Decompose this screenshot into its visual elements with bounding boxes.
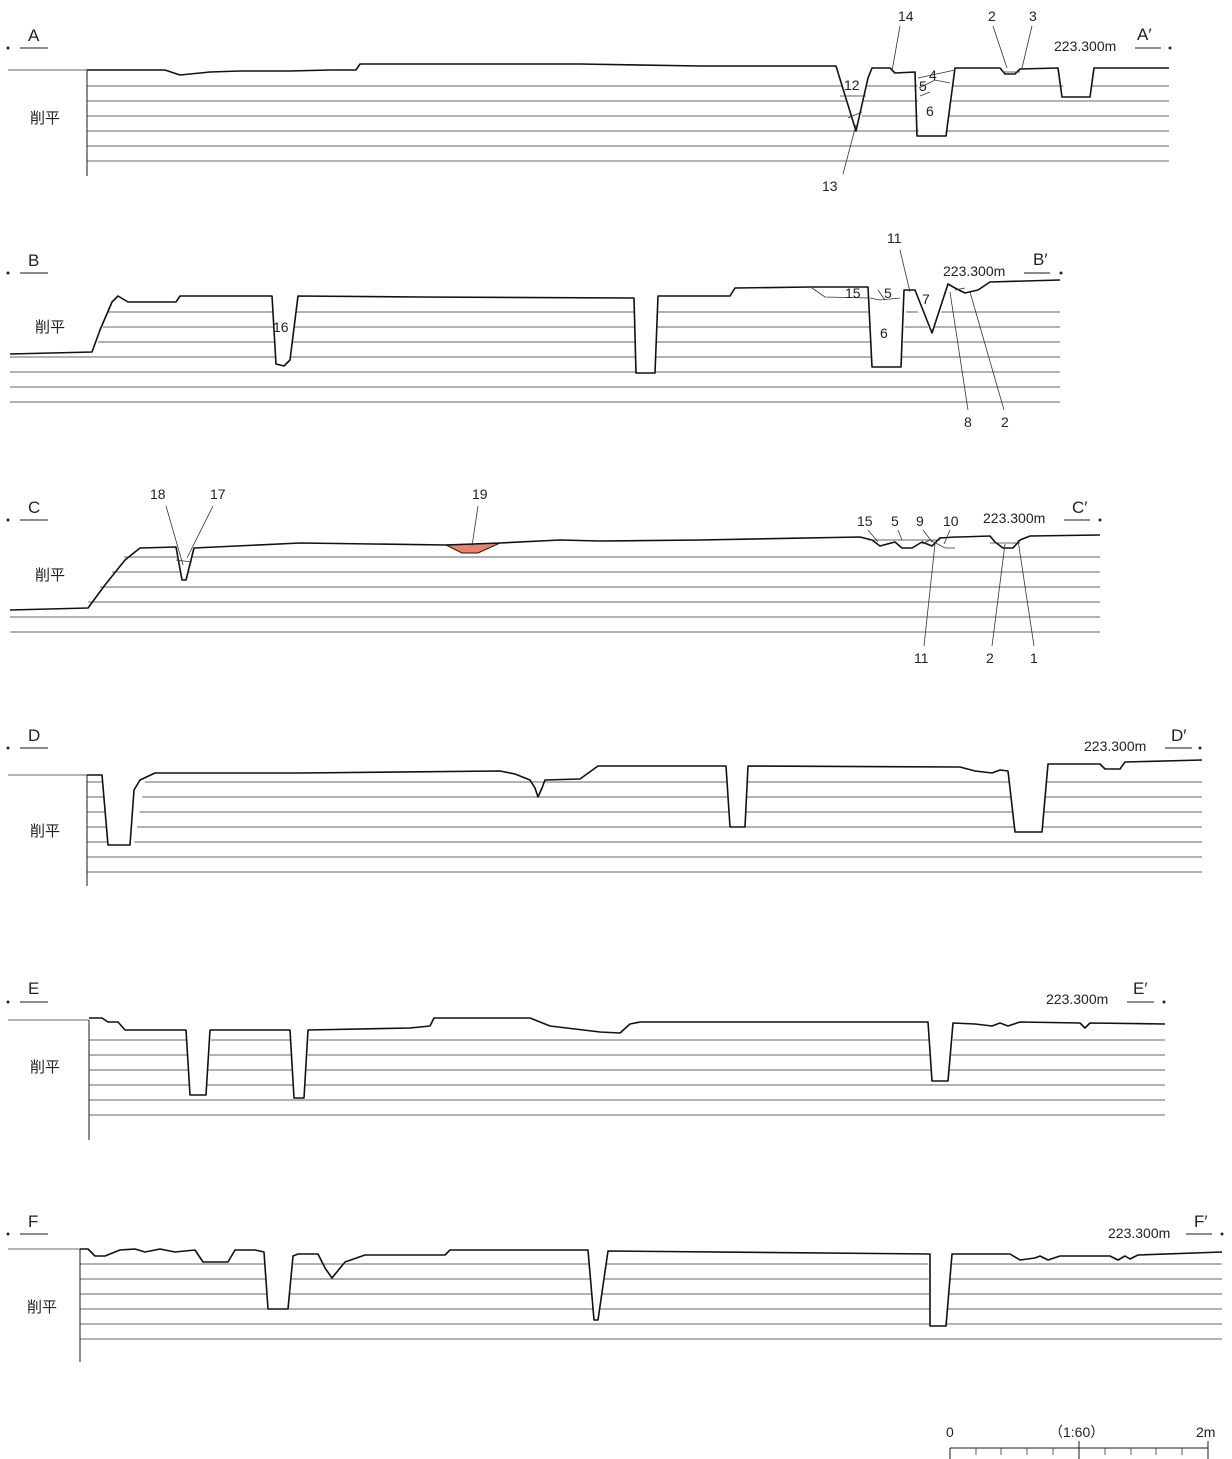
shaved-note: 削平 [30,110,60,127]
label-profiles-3-elevation: 223.300m [1084,738,1146,754]
label-profiles-0-elevation: 223.300m [1054,38,1116,54]
label-profiles-5-end: F′ [1194,1212,1208,1231]
label-profiles-2-numbers-0: 18 [150,486,166,502]
label-profiles-1-side_note: 削平 [35,319,65,336]
label-profiles-1-numbers-7: 2 [1001,414,1009,430]
label-profiles-3-end: D′ [1171,726,1186,745]
section-c-end-marker: 223.300m C′ [983,498,1102,526]
section-c-ground-line [9,534,1101,611]
section-a-numbers: 14 2 3 12 4 5 6 13 [822,8,1037,194]
section-f: F 223.300m F′ 削平 [6,1212,1224,1362]
label-profiles-2-numbers-4: 5 [891,513,899,529]
section-c-layer-lines [175,539,1020,563]
section-c-start-marker: C [6,498,48,522]
label-profiles-1-numbers-1: 16 [273,319,289,335]
section-a-ground-line [87,63,1169,137]
label-profiles-3-side_note: 削平 [30,823,60,840]
section-e-grid [8,1019,1165,1140]
label-profiles-5-elevation: 223.300m [1108,1225,1170,1241]
label-profiles-1-elevation: 223.300m [943,263,1005,279]
section-b-start-marker: B [6,251,48,275]
label-profiles-5-start: F [28,1212,38,1231]
label-profiles-4-elevation: 223.300m [1046,991,1108,1007]
section-c-grid [10,556,1100,633]
section-c-numbers: 18 17 19 15 5 9 10 11 2 1 [150,486,1038,666]
label-profiles-1-numbers-4: 7 [922,291,930,307]
section-a-layer-lines [840,69,1020,119]
section-b-end-marker: 223.300m B′ [943,250,1063,279]
label-profiles-3-start: D [28,726,40,745]
label-profiles-2-numbers-8: 2 [986,650,994,666]
section-f-pits [264,1250,952,1326]
label-profiles-2-side_note: 削平 [35,567,65,584]
label-profiles-2-numbers-6: 10 [943,513,959,529]
section-a-grid [8,69,1169,176]
section-e: E 223.300m E′ 削平 [6,979,1166,1140]
section-e-start-marker: E [6,979,48,1004]
label-profiles-0-numbers-0: 14 [898,8,914,24]
label-profiles-0-numbers-2: 3 [1029,8,1037,24]
label-profiles-1-numbers-0: 11 [887,230,902,246]
section-b-numbers: 11 16 15 5 7 6 8 2 [273,230,1009,430]
section-b: B 223.300m B′ 削平 [6,230,1063,430]
label-profiles-1-numbers-5: 6 [880,325,888,341]
label-profiles-2-numbers-2: 19 [472,486,488,502]
label-profiles-2-start: C [28,498,40,517]
label-scale_bar-start: 0 [946,1424,954,1440]
label-profiles-0-end: A′ [1137,25,1152,44]
section-b-layer-lines [811,287,966,301]
label-profiles-4-side_note: 削平 [30,1059,60,1076]
section-d-start-marker: D [6,726,48,750]
section-a: A 223.300m A′ 削平 [6,8,1172,194]
scale-bar: 0 （1:60） 2m [946,1424,1215,1459]
label-profiles-2-numbers-7: 11 [914,650,929,666]
label-profiles-1-end: B′ [1033,250,1048,269]
section-f-start-marker: F [6,1212,48,1236]
label-profiles-0-numbers-3: 12 [844,77,860,93]
section-d-ground-line [87,759,1203,846]
label-scale_bar-ratio: （1:60） [1049,1424,1104,1440]
label-profiles-4-end: E′ [1133,979,1148,998]
section-d-pits [102,765,1048,845]
label-profiles-0-numbers-1: 2 [988,8,996,24]
label-profiles-2-elevation: 223.300m [983,510,1045,526]
section-d-end-marker: 223.300m D′ [1084,726,1202,754]
section-f-end-marker: 223.300m F′ [1108,1212,1224,1241]
label-profiles-0-numbers-5: 5 [919,78,927,94]
label-profiles-1-start: B [28,251,39,270]
section-b-pits [272,288,952,373]
section-f-grid [8,1248,1222,1362]
label-profiles-0-start: A [28,26,40,45]
label-profiles-1-numbers-6: 8 [964,414,972,430]
label-scale_bar-end: 2m [1196,1424,1215,1440]
label-profiles-2-end: C′ [1072,498,1087,517]
section-a-end-marker: 223.300m A′ [1054,25,1172,54]
label-profiles-0-numbers-7: 13 [822,178,838,194]
label-profiles-2-numbers-9: 1 [1030,650,1038,666]
label-profiles-4-start: E [28,979,39,998]
label-profiles-2-numbers-3: 15 [857,513,873,529]
section-a-start-marker: A [6,26,48,50]
label-profiles-5-side_note: 削平 [27,1299,57,1316]
section-b-ground-line [9,279,1061,374]
label-profiles-2-numbers-1: 17 [210,486,226,502]
section-e-pits [186,1022,955,1098]
label-profiles-0-numbers-4: 4 [929,67,937,83]
section-e-ground-line [89,1017,1166,1099]
label-profiles-1-numbers-3: 5 [884,285,892,301]
section-a-pits [836,68,1094,136]
section-e-end-marker: 223.300m E′ [1046,979,1166,1007]
label-profiles-2-numbers-5: 9 [916,513,924,529]
label-profiles-0-numbers-6: 6 [926,103,934,119]
section-d: D 223.300m D′ 削平 [6,726,1203,886]
section-c: C 223.300m C′ 削平 18 [6,486,1102,666]
section-f-ground-line [80,1248,1223,1327]
label-profiles-1-numbers-2: 15 [845,285,861,301]
